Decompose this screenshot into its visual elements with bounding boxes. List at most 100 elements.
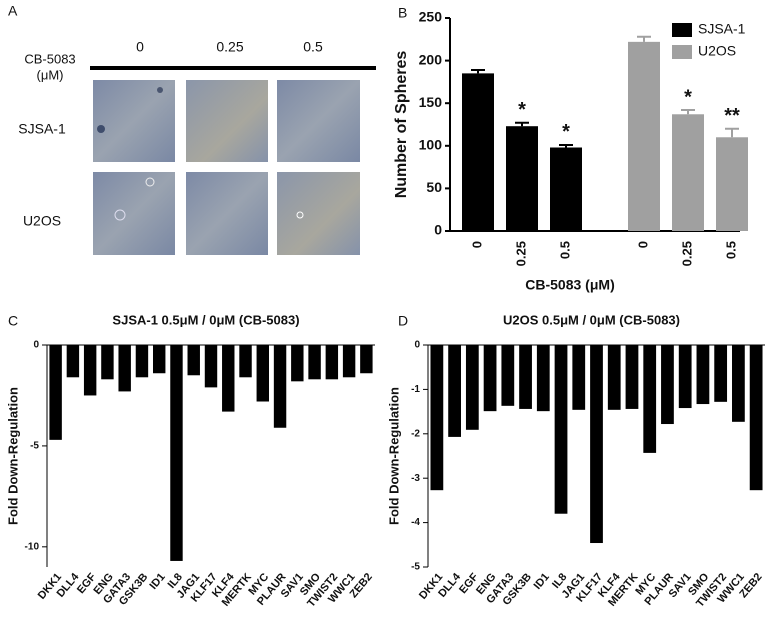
error-bar [559, 143, 573, 148]
bar [118, 345, 131, 392]
bar [628, 41, 660, 231]
bar [187, 345, 200, 376]
bar [204, 345, 218, 388]
bar [554, 345, 568, 514]
bar [430, 345, 444, 491]
bar [483, 345, 497, 412]
bar [360, 345, 373, 374]
x-tick-label: 0 [635, 241, 650, 248]
significance: * [684, 86, 692, 108]
y-tick-label: -5 [30, 441, 39, 452]
error-bar [515, 121, 529, 127]
y-tick-label: 150 [419, 94, 443, 110]
error-bar [471, 68, 485, 74]
bar [519, 345, 532, 409]
micrograph [93, 172, 175, 255]
bar [696, 345, 710, 405]
y-tick-label: -2 [411, 428, 420, 439]
treatment-label: CB-5083 [24, 51, 75, 66]
bar [625, 345, 639, 409]
micrograph [186, 172, 268, 255]
y-tick-label: -4 [411, 517, 420, 528]
y-tick-label: -10 [25, 541, 40, 552]
y-tick-label: -1 [411, 384, 420, 395]
row-label: U2OS [23, 213, 61, 229]
bar [325, 345, 339, 380]
bar [101, 345, 114, 380]
y-axis-label: Fold Down-Regulation [386, 387, 401, 525]
dose-label: 0.5 [303, 39, 323, 55]
y-axis-label: Fold Down-Regulation [5, 387, 20, 525]
x-tick-label: 0.5 [557, 241, 572, 259]
bar [308, 345, 321, 380]
bar [135, 345, 149, 378]
bar [83, 345, 97, 396]
error-bar [725, 127, 739, 138]
y-tick-label: 0 [33, 340, 39, 351]
bar [678, 345, 692, 409]
x-tick-label: 0.5 [723, 241, 738, 259]
sphere [145, 177, 155, 187]
dose-label: 0 [136, 39, 144, 55]
significance: ** [724, 105, 740, 127]
chart-title: SJSA-1 0.5μM / 0μM (CB-5083) [112, 312, 299, 327]
error-bar [681, 109, 695, 115]
y-axis-label: Number of Spheres [393, 51, 410, 199]
panel-label: B [398, 5, 407, 21]
bar [501, 345, 515, 406]
panel-label: C [8, 313, 18, 329]
micrograph [277, 80, 360, 162]
y-tick-label: 250 [419, 9, 443, 25]
unit-label: (μM) [37, 67, 64, 82]
bar [256, 345, 270, 402]
bar [291, 345, 304, 382]
sphere [157, 87, 163, 93]
bar [749, 345, 763, 491]
bar [448, 345, 461, 437]
bar [462, 73, 494, 231]
bar [672, 114, 704, 231]
sphere [114, 209, 126, 221]
legend-swatch [672, 23, 692, 37]
y-tick-label: -5 [411, 562, 420, 573]
bar [506, 126, 538, 231]
sphere [296, 211, 304, 219]
micrograph [186, 80, 268, 162]
bar [714, 345, 728, 402]
bar [273, 345, 287, 428]
legend-label: SJSA-1 [698, 21, 746, 37]
bar [661, 345, 674, 425]
panel-label: A [8, 3, 18, 19]
bar [239, 345, 252, 378]
bar [66, 345, 80, 378]
bar [49, 345, 62, 440]
bar [342, 345, 356, 378]
bar [152, 345, 166, 374]
x-tick-label: 0.25 [513, 241, 528, 266]
bar [536, 345, 550, 412]
x-tick-label: ID1 [148, 571, 168, 592]
y-tick-label: 50 [426, 179, 442, 195]
significance: * [562, 121, 570, 143]
legend-swatch [672, 45, 692, 59]
y-tick-label: 0 [414, 340, 420, 351]
y-tick-label: 100 [419, 137, 443, 153]
y-tick-label: 200 [419, 51, 443, 67]
bar [170, 345, 183, 561]
panel-label: D [398, 313, 408, 329]
bar [643, 345, 657, 453]
bar [732, 345, 745, 422]
bar [550, 147, 582, 231]
dose-label: 0.25 [216, 39, 243, 55]
x-tick-label: 0 [469, 241, 484, 248]
bar [590, 345, 603, 544]
y-tick-label: 0 [434, 222, 442, 238]
error-bar [637, 35, 651, 42]
sphere [97, 125, 105, 133]
micrograph [93, 80, 175, 162]
bar [716, 137, 748, 231]
bar [222, 345, 235, 412]
x-axis-label: CB-5083 (μM) [525, 277, 614, 293]
x-tick-label: 0.25 [679, 241, 694, 266]
